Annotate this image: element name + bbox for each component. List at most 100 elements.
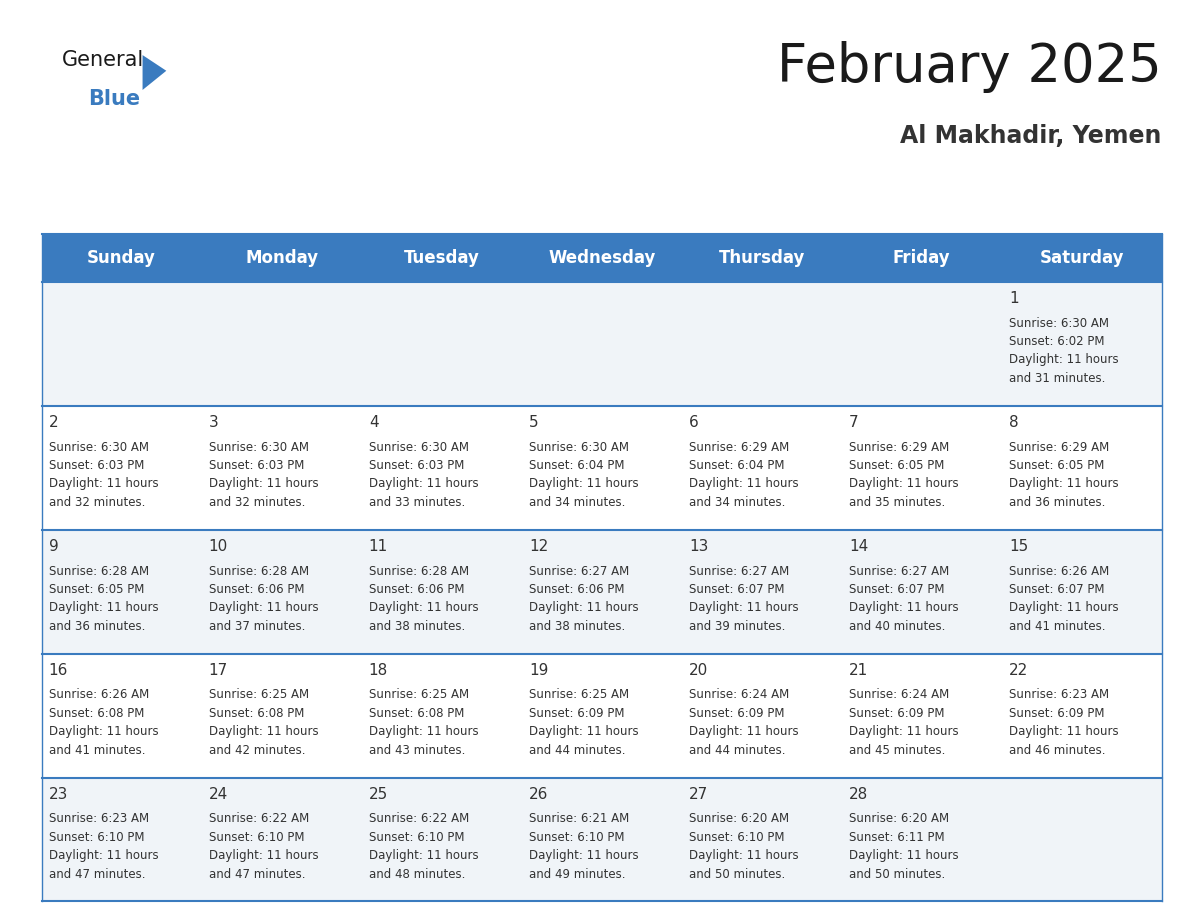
Text: Sunset: 6:09 PM: Sunset: 6:09 PM <box>529 707 625 720</box>
Text: Sunset: 6:03 PM: Sunset: 6:03 PM <box>49 459 144 472</box>
Text: Sunrise: 6:29 AM: Sunrise: 6:29 AM <box>1009 441 1110 453</box>
Text: Daylight: 11 hours: Daylight: 11 hours <box>49 601 158 614</box>
Text: Sunrise: 6:20 AM: Sunrise: 6:20 AM <box>689 812 789 825</box>
Text: Sunrise: 6:26 AM: Sunrise: 6:26 AM <box>49 688 148 701</box>
Text: Sunset: 6:03 PM: Sunset: 6:03 PM <box>209 459 304 472</box>
Bar <box>42 654 1162 778</box>
Text: Sunrise: 6:24 AM: Sunrise: 6:24 AM <box>849 688 949 701</box>
Text: Sunrise: 6:27 AM: Sunrise: 6:27 AM <box>689 565 789 577</box>
Text: 14: 14 <box>849 539 868 554</box>
Text: Blue: Blue <box>88 89 140 109</box>
Text: Sunset: 6:04 PM: Sunset: 6:04 PM <box>689 459 784 472</box>
Text: and 37 minutes.: and 37 minutes. <box>209 620 305 633</box>
Text: Daylight: 11 hours: Daylight: 11 hours <box>1009 353 1119 366</box>
Text: Sunrise: 6:29 AM: Sunrise: 6:29 AM <box>689 441 789 453</box>
Text: Wednesday: Wednesday <box>548 249 656 267</box>
Text: Daylight: 11 hours: Daylight: 11 hours <box>689 725 798 738</box>
Text: Sunrise: 6:30 AM: Sunrise: 6:30 AM <box>529 441 628 453</box>
Text: and 35 minutes.: and 35 minutes. <box>849 496 946 509</box>
Text: Sunrise: 6:26 AM: Sunrise: 6:26 AM <box>1009 565 1110 577</box>
Text: Sunrise: 6:25 AM: Sunrise: 6:25 AM <box>529 688 628 701</box>
Text: Sunset: 6:08 PM: Sunset: 6:08 PM <box>368 707 465 720</box>
Text: Tuesday: Tuesday <box>404 249 480 267</box>
Text: 28: 28 <box>849 787 868 801</box>
Text: Sunrise: 6:30 AM: Sunrise: 6:30 AM <box>209 441 309 453</box>
Text: Sunset: 6:10 PM: Sunset: 6:10 PM <box>368 831 465 844</box>
Text: 24: 24 <box>209 787 228 801</box>
Text: Sunset: 6:10 PM: Sunset: 6:10 PM <box>49 831 144 844</box>
Text: and 45 minutes.: and 45 minutes. <box>849 744 946 756</box>
Text: Sunset: 6:02 PM: Sunset: 6:02 PM <box>1009 335 1105 348</box>
Bar <box>42 282 1162 406</box>
Text: Sunset: 6:03 PM: Sunset: 6:03 PM <box>368 459 465 472</box>
Text: Sunset: 6:08 PM: Sunset: 6:08 PM <box>209 707 304 720</box>
Text: Saturday: Saturday <box>1040 249 1124 267</box>
Text: and 43 minutes.: and 43 minutes. <box>368 744 466 756</box>
Text: Sunrise: 6:23 AM: Sunrise: 6:23 AM <box>49 812 148 825</box>
Text: Sunset: 6:07 PM: Sunset: 6:07 PM <box>689 583 784 596</box>
Text: 17: 17 <box>209 663 228 677</box>
Text: Sunrise: 6:27 AM: Sunrise: 6:27 AM <box>529 565 630 577</box>
Text: Sunrise: 6:28 AM: Sunrise: 6:28 AM <box>209 565 309 577</box>
Text: Sunrise: 6:25 AM: Sunrise: 6:25 AM <box>368 688 469 701</box>
Text: Sunset: 6:09 PM: Sunset: 6:09 PM <box>1009 707 1105 720</box>
Text: Daylight: 11 hours: Daylight: 11 hours <box>49 725 158 738</box>
Text: Sunset: 6:10 PM: Sunset: 6:10 PM <box>689 831 784 844</box>
Text: Daylight: 11 hours: Daylight: 11 hours <box>368 477 479 490</box>
Text: Daylight: 11 hours: Daylight: 11 hours <box>209 849 318 862</box>
Text: 10: 10 <box>209 539 228 554</box>
Text: Sunrise: 6:22 AM: Sunrise: 6:22 AM <box>368 812 469 825</box>
Text: Sunset: 6:05 PM: Sunset: 6:05 PM <box>49 583 144 596</box>
Text: 18: 18 <box>368 663 388 677</box>
Polygon shape <box>143 55 166 90</box>
Text: 15: 15 <box>1009 539 1028 554</box>
Text: and 50 minutes.: and 50 minutes. <box>849 868 946 880</box>
Text: 7: 7 <box>849 415 859 430</box>
Text: Daylight: 11 hours: Daylight: 11 hours <box>849 477 959 490</box>
Text: Sunrise: 6:30 AM: Sunrise: 6:30 AM <box>49 441 148 453</box>
Text: and 50 minutes.: and 50 minutes. <box>689 868 785 880</box>
Text: and 44 minutes.: and 44 minutes. <box>689 744 785 756</box>
Text: Sunrise: 6:21 AM: Sunrise: 6:21 AM <box>529 812 630 825</box>
Text: 6: 6 <box>689 415 699 430</box>
Bar <box>42 406 1162 530</box>
Text: Daylight: 11 hours: Daylight: 11 hours <box>368 849 479 862</box>
Text: and 32 minutes.: and 32 minutes. <box>209 496 305 509</box>
Text: Sunset: 6:05 PM: Sunset: 6:05 PM <box>1009 459 1105 472</box>
Text: Sunset: 6:10 PM: Sunset: 6:10 PM <box>529 831 625 844</box>
Text: 5: 5 <box>529 415 538 430</box>
Text: 22: 22 <box>1009 663 1028 677</box>
Text: Monday: Monday <box>245 249 318 267</box>
Text: Thursday: Thursday <box>719 249 805 267</box>
Text: Daylight: 11 hours: Daylight: 11 hours <box>209 601 318 614</box>
Text: and 36 minutes.: and 36 minutes. <box>1009 496 1105 509</box>
Text: Sunset: 6:06 PM: Sunset: 6:06 PM <box>368 583 465 596</box>
Text: and 41 minutes.: and 41 minutes. <box>49 744 145 756</box>
Text: 26: 26 <box>529 787 548 801</box>
Text: and 42 minutes.: and 42 minutes. <box>209 744 305 756</box>
Text: Daylight: 11 hours: Daylight: 11 hours <box>689 601 798 614</box>
Text: Sunrise: 6:30 AM: Sunrise: 6:30 AM <box>1009 317 1108 330</box>
Text: Daylight: 11 hours: Daylight: 11 hours <box>689 849 798 862</box>
Text: 16: 16 <box>49 663 68 677</box>
Text: 12: 12 <box>529 539 548 554</box>
Text: and 41 minutes.: and 41 minutes. <box>1009 620 1106 633</box>
Text: Friday: Friday <box>893 249 950 267</box>
Text: 21: 21 <box>849 663 868 677</box>
Text: 27: 27 <box>689 787 708 801</box>
Text: and 38 minutes.: and 38 minutes. <box>368 620 465 633</box>
Text: Sunset: 6:10 PM: Sunset: 6:10 PM <box>209 831 304 844</box>
Text: Daylight: 11 hours: Daylight: 11 hours <box>529 601 638 614</box>
Text: Daylight: 11 hours: Daylight: 11 hours <box>529 725 638 738</box>
Text: 8: 8 <box>1009 415 1018 430</box>
Text: and 39 minutes.: and 39 minutes. <box>689 620 785 633</box>
Text: and 44 minutes.: and 44 minutes. <box>529 744 625 756</box>
Text: and 32 minutes.: and 32 minutes. <box>49 496 145 509</box>
Text: Sunset: 6:06 PM: Sunset: 6:06 PM <box>209 583 304 596</box>
Text: Daylight: 11 hours: Daylight: 11 hours <box>49 477 158 490</box>
Text: Sunset: 6:07 PM: Sunset: 6:07 PM <box>1009 583 1105 596</box>
Text: General: General <box>62 50 144 71</box>
Text: Daylight: 11 hours: Daylight: 11 hours <box>529 477 638 490</box>
Text: February 2025: February 2025 <box>777 41 1162 94</box>
Text: 9: 9 <box>49 539 58 554</box>
